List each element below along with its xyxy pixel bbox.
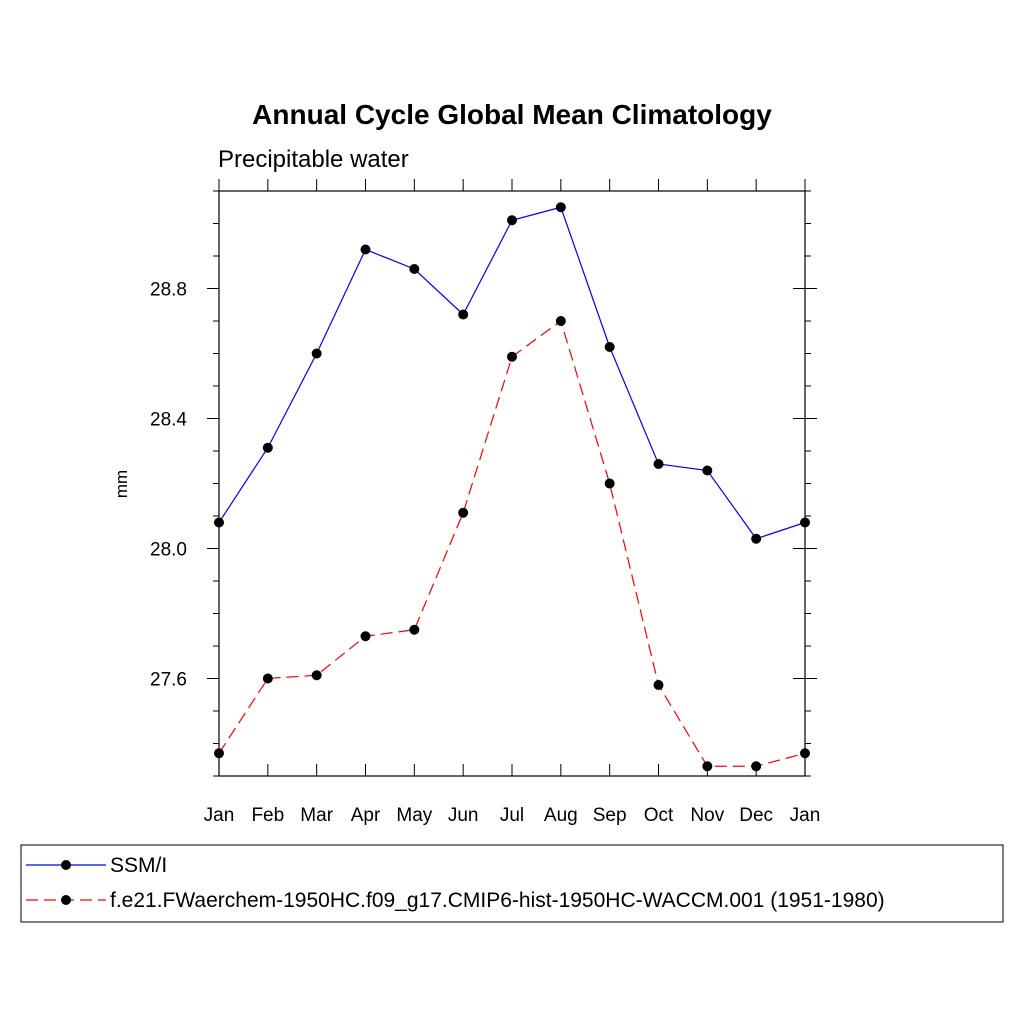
series-1: [214, 202, 810, 544]
x-tick-label: Jan: [790, 805, 821, 826]
legend-marker: [61, 860, 71, 870]
data-point: [800, 748, 810, 759]
data-point: [604, 478, 615, 489]
data-point: [458, 309, 469, 320]
data-point: [555, 316, 566, 326]
data-point: [360, 631, 371, 642]
data-point: [458, 507, 469, 518]
y-tick-label: 28.4: [150, 410, 187, 431]
x-tick-label: Apr: [351, 805, 381, 826]
x-tick-label: Jul: [500, 805, 524, 826]
data-point: [751, 533, 762, 544]
data-point: [702, 761, 713, 772]
series-2: [214, 316, 810, 772]
chart-subtitle: Precipitable water: [218, 146, 409, 173]
y-tick-label: 27.6: [150, 670, 187, 691]
data-point: [262, 442, 273, 453]
x-tick-label: Dec: [739, 805, 773, 826]
data-point: [751, 761, 762, 772]
data-point: [311, 670, 322, 681]
data-point: [653, 459, 664, 469]
legend-box: [20, 844, 1004, 923]
data-point: [507, 351, 517, 362]
data-point: [360, 244, 371, 255]
x-tick-label: Feb: [251, 805, 284, 826]
x-tick-label: Aug: [544, 805, 578, 826]
series-line: [218, 320, 806, 767]
legend: SSM/I f.e21.FWaerchem-1950HC.f09_g17.CMIP…: [20, 844, 1004, 923]
y-tick-label: 28.8: [150, 280, 187, 301]
data-point: [214, 517, 224, 528]
series-layer: [214, 202, 810, 772]
x-tick-label: Mar: [300, 805, 333, 826]
data-point: [555, 202, 566, 213]
x-tick-label: Sep: [593, 805, 627, 826]
legend-label: f.e21.FWaerchem-1950HC.f09_g17.CMIP6-his…: [110, 889, 885, 912]
x-tick-label: May: [396, 805, 432, 826]
x-tick-label: Jan: [204, 805, 235, 826]
data-point: [604, 342, 615, 352]
data-point: [507, 215, 517, 226]
x-tick-label: Oct: [644, 805, 674, 826]
axis-ticks: Jan Feb Mar Apr May Jun Jul Aug Sep Oct Nov Dec Jan 2…: [150, 179, 820, 826]
series-line: [218, 206, 806, 540]
data-point: [653, 680, 664, 690]
data-point: [409, 264, 420, 274]
x-tick-label: Nov: [690, 805, 724, 826]
y-tick-label: 28.0: [150, 540, 187, 561]
data-point: [702, 465, 713, 476]
chart-title: Annual Cycle Global Mean Climatology: [252, 99, 772, 130]
data-point: [800, 517, 810, 528]
legend-marker: [61, 895, 71, 905]
data-point: [262, 673, 273, 684]
x-tick-label: Jun: [448, 805, 479, 826]
data-point: [214, 748, 224, 759]
legend-label: SSM/I: [110, 854, 167, 877]
data-point: [311, 348, 322, 359]
y-axis-label: mm: [112, 470, 131, 498]
data-point: [409, 624, 420, 635]
